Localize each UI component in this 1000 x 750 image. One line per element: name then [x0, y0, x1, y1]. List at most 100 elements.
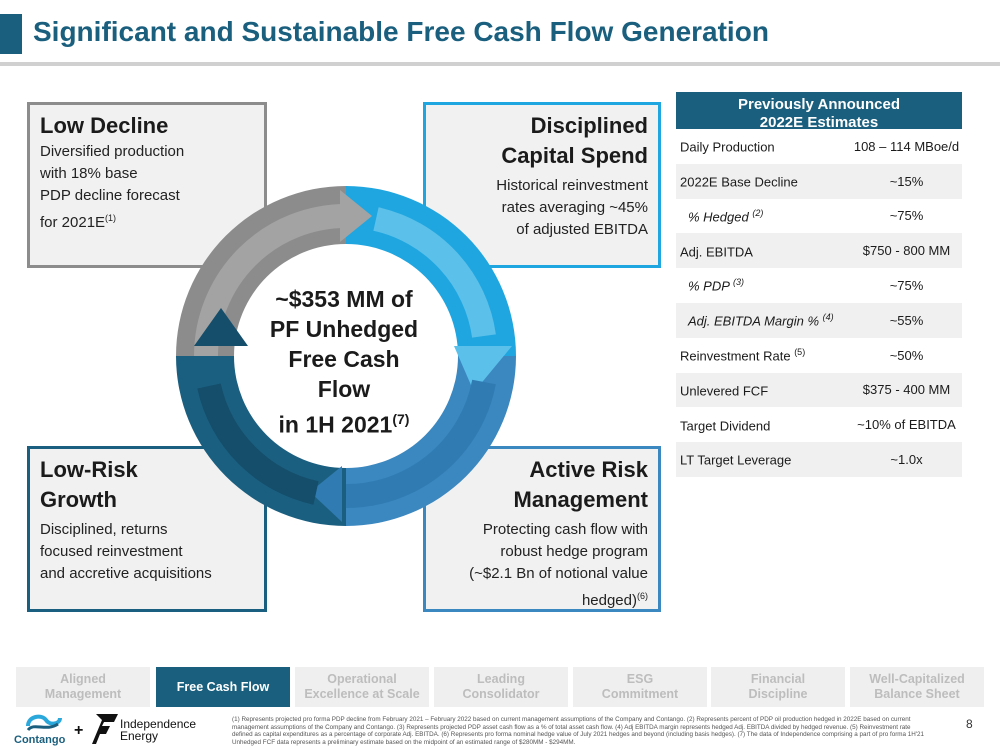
- estimates-rows: Daily Production 108 – 114 MBoe/d 2022E B…: [676, 129, 962, 477]
- estimates-row: 2022E Base Decline ~15%: [676, 163, 962, 199]
- footnote-ref: (3): [733, 277, 745, 288]
- estimates-label-text: Target Dividend: [680, 417, 771, 433]
- estimates-label-text: Adj. EBITDA: [680, 243, 753, 259]
- capital-spend-body: Historical reinvestment rates averaging …: [436, 175, 648, 241]
- estimates-label-text: % PDP: [688, 278, 730, 294]
- body-line: Historical reinvestment: [496, 177, 648, 194]
- center-last: in 1H 2021: [278, 411, 393, 438]
- estimates-row-label: Daily Production: [676, 138, 851, 155]
- footnote-ref: (1): [105, 213, 117, 223]
- estimates-row: Adj. EBITDA Margin % (4) ~55%: [676, 302, 962, 338]
- estimates-row-label: % Hedged (2): [676, 208, 851, 224]
- low-decline-line: Diversified production: [40, 143, 185, 160]
- nav-tab-line: Financial: [750, 672, 806, 686]
- nav-tab[interactable]: Free Cash Flow: [156, 667, 290, 707]
- nav-tab-label: Well-Capitalized Balance Sheet: [869, 672, 965, 702]
- estimates-row-label: Adj. EBITDA Margin % (4): [676, 312, 851, 328]
- nav-tab[interactable]: Leading Consolidator: [434, 667, 568, 707]
- low-risk-growth-box: Low-Risk Growth Disciplined, returns foc…: [27, 446, 267, 612]
- estimates-row-value: ~10% of EBITDA: [857, 417, 956, 433]
- arrow-dark-blue: [197, 383, 319, 505]
- arrow-head-light-blue: [454, 346, 512, 392]
- low-risk-growth-body: Disciplined, returns focused reinvestmen…: [40, 519, 254, 585]
- page-number: 8: [966, 717, 973, 731]
- center-line: ~$353 MM of: [275, 286, 413, 312]
- body-line: rates averaging ~45%: [501, 199, 648, 216]
- nav-tab[interactable]: Financial Discipline: [711, 667, 845, 707]
- low-decline-line: with 18% base: [40, 165, 138, 182]
- body-line: robust hedge program: [500, 543, 648, 560]
- body-line: Disciplined, returns: [40, 521, 168, 538]
- center-line: Free Cash: [288, 346, 400, 372]
- estimates-table: Previously Announced 2022E Estimates Dai…: [676, 92, 962, 477]
- center-line: Flow: [317, 376, 371, 402]
- estimates-row-label: 2022E Base Decline: [676, 173, 851, 189]
- estimates-row: % Hedged (2) ~75%: [676, 199, 962, 234]
- logo-area: Contango + Independence Energy: [14, 712, 224, 746]
- body-line: Protecting cash flow with: [482, 521, 648, 538]
- nav-tab-line: ESG: [626, 672, 654, 686]
- nav-tab-line: Well-Capitalized: [869, 672, 965, 686]
- nav-tab-line: Aligned: [60, 672, 106, 686]
- contango-logo-icon: [26, 714, 62, 732]
- nav-tab-label: ESG Commitment: [602, 672, 678, 702]
- estimates-label-text: Unlevered FCF: [680, 383, 769, 399]
- estimates-row-label: Adj. EBITDA: [676, 243, 851, 259]
- estimates-row-value: ~55%: [889, 312, 924, 328]
- nav-tab[interactable]: ESG Commitment: [573, 667, 707, 707]
- estimates-row-value: $375 - 400 MM: [862, 382, 951, 398]
- nav-tab[interactable]: Aligned Management: [16, 667, 150, 707]
- estimates-row-label: Unlevered FCF: [676, 382, 851, 398]
- nav-tab-label: Operational Excellence at Scale: [304, 672, 419, 702]
- heading-line: Active Risk: [529, 457, 648, 482]
- estimates-header: Previously Announced 2022E Estimates: [676, 92, 962, 131]
- estimates-label-text: Adj. EBITDA Margin %: [688, 313, 820, 329]
- heading-line: Disciplined: [530, 113, 648, 138]
- cycle-diagram: [176, 186, 516, 526]
- center-fcf-text: ~$353 MM of PF Unhedged Free Cash Flow i…: [236, 284, 452, 440]
- footnote-ref: (2): [752, 207, 764, 218]
- estimates-row-label: Target Dividend: [676, 417, 851, 433]
- logo-plus: +: [74, 722, 84, 739]
- estimates-row: Target Dividend ~10% of EBITDA: [676, 407, 962, 442]
- estimates-label-text: Daily Production: [680, 139, 775, 155]
- independence-line: Energy: [120, 729, 159, 743]
- heading-line: Low-Risk: [40, 457, 138, 482]
- nav-tab[interactable]: Well-Capitalized Balance Sheet: [850, 667, 984, 707]
- low-decline-line: for 2021E(1): [40, 207, 254, 234]
- estimates-row: Daily Production 108 – 114 MBoe/d: [676, 129, 962, 164]
- estimates-row: Unlevered FCF $375 - 400 MM: [676, 372, 962, 408]
- estimates-row: % PDP (3) ~75%: [676, 268, 962, 303]
- body-line: hedged)(6): [436, 585, 648, 612]
- nav-tab-line: Consolidator: [462, 687, 540, 701]
- nav-tab-line: Discipline: [748, 687, 808, 701]
- risk-management-heading: Active Risk Management: [436, 455, 648, 515]
- nav-tab-line: Balance Sheet: [874, 687, 960, 701]
- center-line: in 1H 2021(7): [236, 404, 452, 440]
- arrow-head-dark-blue: [194, 308, 248, 346]
- nav-tab[interactable]: Operational Excellence at Scale: [295, 667, 429, 707]
- low-decline-last: for 2021E: [40, 214, 106, 231]
- nav-tab-label: Aligned Management: [45, 672, 121, 702]
- low-decline-box: Low Decline Diversified production with …: [27, 102, 267, 268]
- estimates-row-value: ~75%: [889, 278, 924, 294]
- estimates-row-value: ~75%: [889, 208, 924, 224]
- body-line: focused reinvestment: [40, 543, 183, 560]
- estimates-row: LT Target Leverage ~1.0x: [676, 442, 962, 477]
- capital-spend-heading: Disciplined Capital Spend: [436, 111, 648, 171]
- nav-tab-label: Free Cash Flow: [177, 680, 269, 695]
- estimates-row-label: % PDP (3): [676, 277, 851, 293]
- body-line: of adjusted EBITDA: [516, 221, 648, 238]
- estimates-header-line: Previously Announced: [738, 96, 900, 113]
- independence-logo-icon: [92, 714, 118, 744]
- low-decline-line: PDP decline forecast: [40, 187, 180, 204]
- risk-last: hedged): [581, 592, 637, 609]
- estimates-label-text: LT Target Leverage: [680, 452, 792, 468]
- title-accent-bar: [0, 14, 22, 54]
- capital-spend-box: Disciplined Capital Spend Historical rei…: [423, 102, 661, 268]
- estimates-row-value: ~1.0x: [890, 452, 923, 468]
- estimates-row-label: LT Target Leverage: [676, 451, 851, 468]
- estimates-label-text: % Hedged: [688, 209, 749, 225]
- nav-tab-label: Leading Consolidator: [462, 672, 539, 702]
- low-risk-growth-heading: Low-Risk Growth: [40, 455, 254, 515]
